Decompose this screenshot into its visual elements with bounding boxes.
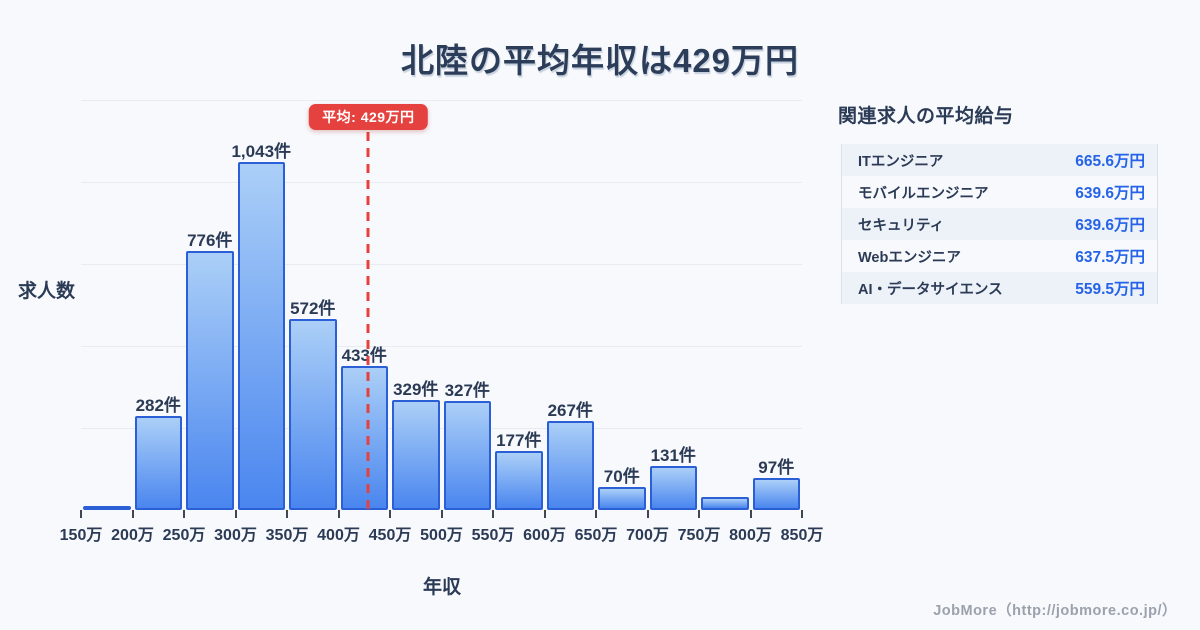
x-axis-tick [337,510,340,518]
bar-550万-600万 [495,451,543,510]
bar-200万-250万 [134,416,182,510]
bar-value-label: 70件 [603,467,640,486]
x-tick-label: 450万 [368,527,412,544]
gridline [81,264,802,265]
x-tick-label: 250万 [162,527,206,544]
related-jobs-salary-table: ITエンジニア 665.6万円 モバイルエンジニア 639.6万円 セキュリティ 639.… [841,144,1158,304]
x-axis-tick [440,510,443,518]
salary-table-row: AI・データサイエンス 559.5万円 [842,272,1157,304]
bar-value-label: 131件 [650,446,696,465]
bar-value-label: 177件 [496,431,542,450]
gridline [81,100,802,101]
bar-150万-200万 [83,506,131,510]
gridline [81,182,802,183]
x-axis-label: 年収 [422,577,461,598]
x-axis-tick [131,510,134,518]
job-name: セキュリティ [858,217,945,234]
x-axis-tick [543,510,546,518]
gridline [81,346,802,347]
average-badge: 平均: 429万円 [309,104,428,130]
x-tick-label: 800万 [729,527,772,544]
x-axis-tick [801,510,803,518]
bar-value-label: 267件 [547,401,593,420]
job-salary: 665.6万円 [1075,153,1145,170]
x-tick-label: 350万 [265,527,309,544]
x-tick-label: 500万 [420,527,463,544]
bar-value-label: 329件 [393,380,439,399]
x-tick-label: 600万 [523,527,566,544]
x-tick-label: 750万 [677,527,721,544]
side-panel-title: 関連求人の平均給与 [838,106,1014,127]
x-axis-tick [286,510,288,518]
x-tick-label: 650万 [574,527,618,544]
page-title: 北陸の平均年収は429万円 [400,42,800,79]
bar-800万-850万 [752,478,800,510]
x-tick-label: 400万 [317,527,360,544]
bar-value-label: 433件 [341,346,387,365]
x-axis-tick [389,510,391,518]
bar-400万-450万 [340,366,388,510]
x-tick-label: 300万 [214,527,257,544]
job-salary: 637.5万円 [1075,249,1145,266]
x-axis-tick [595,510,597,518]
x-axis-tick [749,510,752,518]
bar-600万-650万 [546,421,594,510]
salary-table-row: モバイルエンジニア 639.6万円 [842,176,1157,208]
job-name: Webエンジニア [858,249,961,266]
salary-table-row: Webエンジニア 637.5万円 [842,240,1157,272]
x-tick-label: 850万 [780,527,824,544]
bar-value-label: 776件 [187,231,233,250]
job-salary: 639.6万円 [1075,217,1145,234]
salary-table-row: セキュリティ 639.6万円 [842,208,1157,240]
x-axis-tick [80,510,82,518]
x-axis-tick [698,510,700,518]
x-tick-label: 700万 [626,527,669,544]
x-axis-tick [183,510,185,518]
bar-value-label: 327件 [444,381,490,400]
bar-300万-350万 [237,162,285,510]
bar-750万-800万 [701,497,749,510]
x-tick-label: 550万 [471,527,515,544]
job-name: モバイルエンジニア [858,185,989,202]
bar-500万-550万 [443,401,491,510]
bar-250万-300万 [186,251,234,510]
bar-value-label: 1,043件 [231,142,292,161]
gridline [81,428,802,429]
job-salary: 639.6万円 [1075,185,1145,202]
bar-700万-750万 [649,466,697,510]
job-name: AI・データサイエンス [858,281,1003,298]
x-tick-label: 200万 [111,527,154,544]
bar-650万-700万 [598,487,646,510]
x-axis-tick [492,510,494,518]
bar-value-label: 282件 [135,396,181,415]
average-line [366,132,370,510]
bar-350万-400万 [289,319,337,510]
x-axis-tick [234,510,237,518]
job-name: ITエンジニア [858,153,944,170]
salary-table-row: ITエンジニア 665.6万円 [842,144,1157,176]
bar-value-label: 97件 [758,458,795,477]
footer-credit: JobMore（http://jobmore.co.jp/） [933,603,1177,619]
y-axis-label: 求人数 [18,281,76,302]
job-salary: 559.5万円 [1075,281,1145,298]
bar-450万-500万 [392,400,440,510]
bar-value-label: 572件 [290,299,336,318]
x-tick-label: 150万 [59,527,103,544]
x-axis-tick [646,510,649,518]
